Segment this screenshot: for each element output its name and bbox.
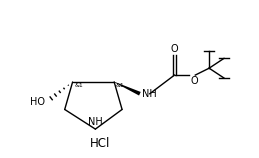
Polygon shape xyxy=(114,82,141,96)
Text: HCl: HCl xyxy=(90,137,111,150)
Text: O: O xyxy=(171,44,178,55)
Text: NH: NH xyxy=(142,89,157,99)
Text: &1: &1 xyxy=(115,83,124,88)
Text: NH: NH xyxy=(88,117,103,127)
Text: &1: &1 xyxy=(75,83,83,88)
Text: O: O xyxy=(190,76,198,86)
Text: HO: HO xyxy=(30,97,45,107)
